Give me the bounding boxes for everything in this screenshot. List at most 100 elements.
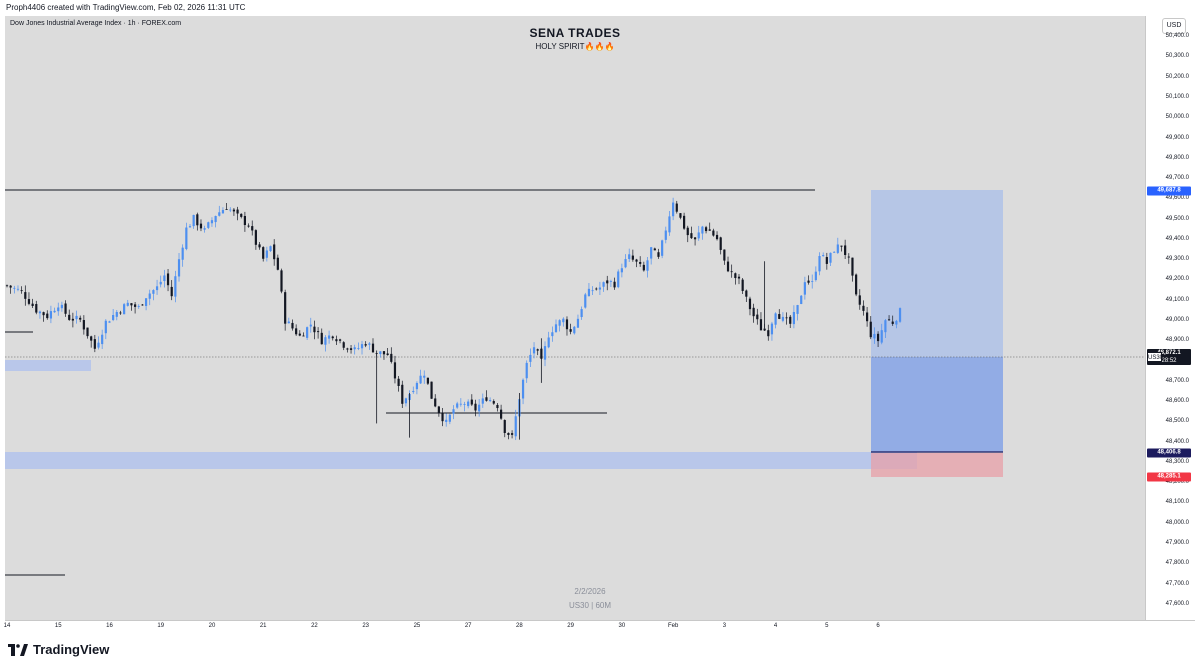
candle-body[interactable] — [576, 318, 580, 328]
candle-body[interactable] — [712, 230, 715, 236]
candle-body[interactable] — [895, 320, 898, 325]
candle-body[interactable] — [441, 413, 444, 422]
candle-body[interactable] — [737, 276, 741, 279]
candle-body[interactable] — [423, 375, 426, 378]
candle-body[interactable] — [756, 314, 759, 320]
candle-body[interactable] — [123, 304, 126, 315]
candle-body[interactable] — [646, 260, 649, 271]
candle-body[interactable] — [858, 295, 861, 305]
price-plot[interactable] — [5, 16, 1145, 620]
candle-body[interactable] — [31, 303, 34, 306]
candle-body[interactable] — [642, 264, 645, 271]
candle-body[interactable] — [243, 215, 246, 226]
candle-body[interactable] — [159, 281, 162, 285]
candle-body[interactable] — [445, 419, 448, 422]
time-axis[interactable]: 14 15 16 19 20 21 22 23 25 27 28 29 30 Feb 3 4 5 6 — [4, 620, 1195, 633]
currency-button[interactable]: USD — [1162, 18, 1186, 34]
candle-body[interactable] — [866, 312, 869, 322]
candle-body[interactable] — [364, 344, 367, 346]
candle-body[interactable] — [108, 321, 111, 323]
candle-body[interactable] — [503, 420, 506, 433]
candle-body[interactable] — [24, 292, 27, 299]
candle-body[interactable] — [60, 304, 63, 309]
candle-body[interactable] — [20, 290, 23, 292]
candle-body[interactable] — [639, 262, 642, 264]
candle-body[interactable] — [668, 216, 671, 233]
candle-body[interactable] — [807, 280, 810, 283]
candle-body[interactable] — [210, 220, 214, 224]
candle-body[interactable] — [144, 298, 148, 307]
candle-body[interactable] — [510, 433, 514, 435]
candles-group[interactable] — [5, 197, 902, 441]
candle-body[interactable] — [617, 271, 620, 288]
candle-body[interactable] — [232, 209, 236, 212]
candle-body[interactable] — [825, 257, 828, 264]
candle-body[interactable] — [767, 330, 770, 337]
candle-body[interactable] — [452, 409, 455, 414]
candle-body[interactable] — [386, 353, 389, 356]
long-position-target-zone[interactable] — [871, 190, 1003, 357]
candle-body[interactable] — [683, 215, 686, 229]
candle-body[interactable] — [492, 401, 495, 404]
candle-body[interactable] — [324, 337, 327, 345]
candle-body[interactable] — [75, 315, 78, 320]
candle-body[interactable] — [320, 332, 323, 345]
candle-body[interactable] — [774, 313, 777, 325]
candle-body[interactable] — [57, 307, 60, 312]
candle-body[interactable] — [456, 403, 459, 408]
candle-body[interactable] — [203, 228, 206, 230]
candle-body[interactable] — [811, 281, 814, 282]
candle-body[interactable] — [467, 401, 470, 407]
candle-body[interactable] — [536, 349, 539, 351]
candle-body[interactable] — [675, 203, 678, 212]
candle-body[interactable] — [302, 335, 305, 337]
candle-body[interactable] — [653, 248, 656, 251]
candle-body[interactable] — [869, 321, 872, 338]
candle-body[interactable] — [90, 336, 93, 341]
candle-body[interactable] — [64, 303, 67, 314]
candle-body[interactable] — [415, 382, 419, 390]
candle-body[interactable] — [448, 414, 451, 422]
candle-body[interactable] — [284, 292, 287, 324]
candle-body[interactable] — [704, 227, 708, 232]
candle-body[interactable] — [836, 244, 839, 253]
candle-body[interactable] — [287, 321, 290, 324]
candle-body[interactable] — [745, 290, 748, 297]
candle-body[interactable] — [602, 282, 605, 287]
candle-body[interactable] — [42, 312, 45, 316]
candle-body[interactable] — [309, 324, 312, 327]
candle-body[interactable] — [628, 254, 631, 260]
candle-body[interactable] — [792, 312, 795, 325]
candle-body[interactable] — [584, 294, 587, 308]
candle-body[interactable] — [152, 290, 155, 294]
candle-body[interactable] — [551, 332, 554, 337]
candle-body[interactable] — [338, 339, 342, 341]
candle-body[interactable] — [613, 281, 616, 288]
candle-body[interactable] — [587, 288, 591, 297]
candle-body[interactable] — [130, 303, 133, 306]
candle-body[interactable] — [730, 271, 733, 273]
candle-body[interactable] — [419, 375, 422, 384]
candle-body[interactable] — [470, 399, 473, 405]
candle-body[interactable] — [851, 257, 854, 276]
candle-body[interactable] — [269, 246, 272, 251]
candle-body[interactable] — [240, 213, 243, 217]
candle-body[interactable] — [327, 335, 331, 339]
candle-body[interactable] — [101, 334, 104, 345]
candle-body[interactable] — [884, 320, 887, 333]
candle-body[interactable] — [562, 318, 565, 323]
candle-body[interactable] — [254, 230, 257, 245]
candle-body[interactable] — [631, 255, 634, 260]
candle-body[interactable] — [565, 319, 569, 330]
candle-body[interactable] — [529, 354, 532, 362]
candle-body[interactable] — [148, 293, 151, 299]
candle-body[interactable] — [778, 314, 781, 319]
candle-body[interactable] — [741, 279, 744, 291]
candle-body[interactable] — [199, 223, 203, 229]
candle-body[interactable] — [485, 397, 488, 401]
candle-body[interactable] — [862, 305, 865, 311]
candle-body[interactable] — [360, 344, 364, 349]
candle-body[interactable] — [170, 286, 173, 297]
candle-body[interactable] — [690, 233, 693, 239]
candle-body[interactable] — [174, 276, 177, 297]
